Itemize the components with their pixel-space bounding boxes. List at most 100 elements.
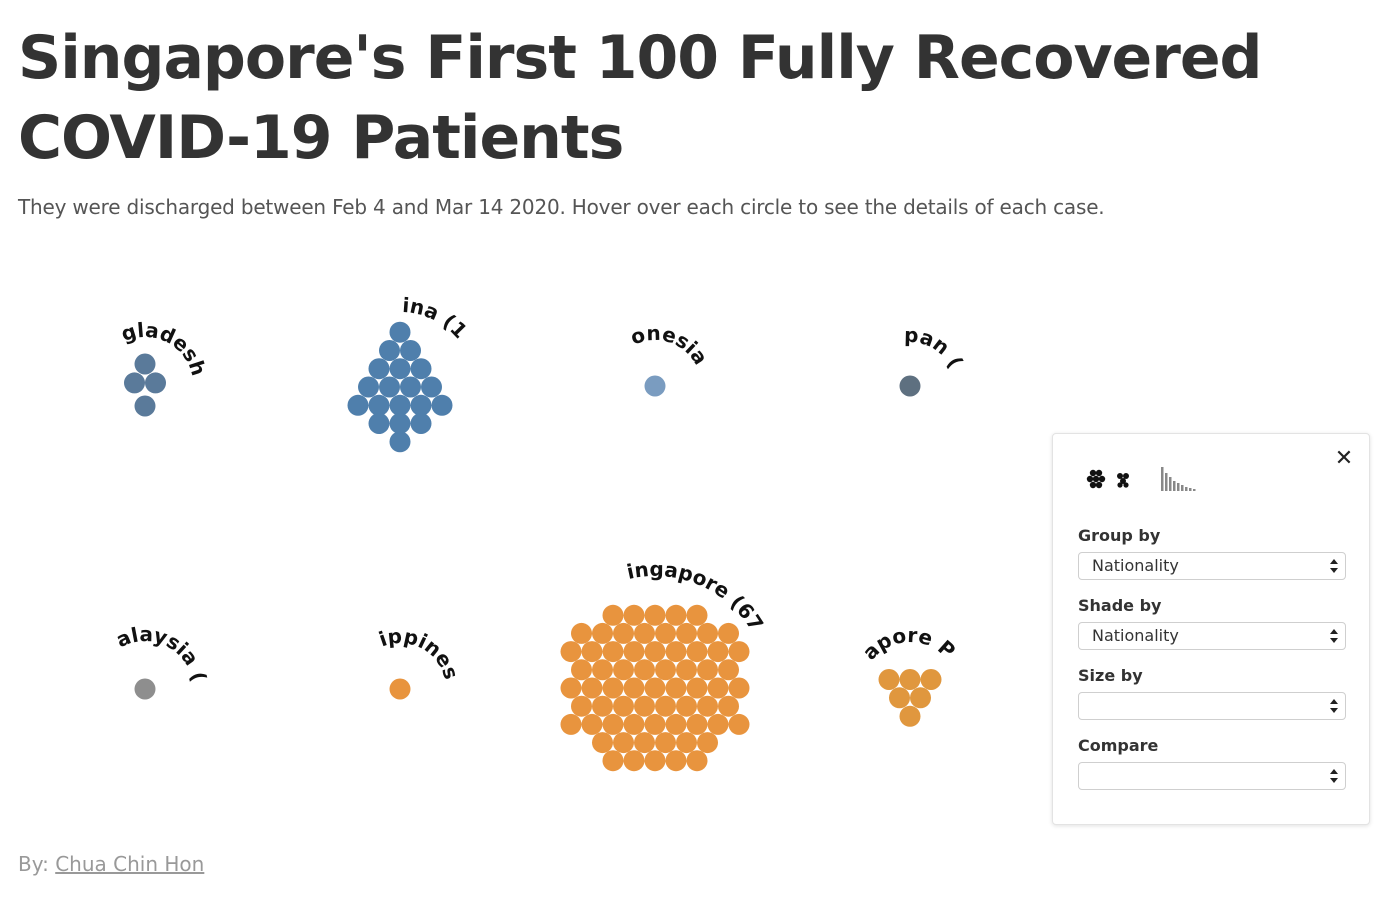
bubble-singapore-62[interactable] — [561, 641, 582, 662]
bubble-singapore-64[interactable] — [561, 714, 582, 735]
bubble-singapore-27[interactable] — [687, 714, 708, 735]
bubble-singapore-26[interactable] — [603, 714, 624, 735]
bubble-china-1[interactable] — [390, 322, 411, 343]
bubble-singapore-52[interactable] — [624, 605, 645, 626]
bubble-singapore-51[interactable] — [697, 732, 718, 753]
bubble-china-2[interactable] — [379, 340, 400, 361]
bubble-china-19[interactable] — [390, 413, 411, 434]
bubble-china-6[interactable] — [411, 358, 432, 379]
bubble-singapore-45[interactable] — [718, 659, 739, 680]
bubble-singapore-57[interactable] — [729, 678, 750, 699]
author-link[interactable]: Chua Chin Hon — [55, 852, 204, 876]
bubble-singapore-59[interactable] — [687, 605, 708, 626]
bubble-singapore-61[interactable] — [687, 750, 708, 771]
bubble-china-9[interactable] — [400, 377, 421, 398]
bubble-singapore-36[interactable] — [613, 732, 634, 753]
bubble-bangladesh-1[interactable] — [135, 354, 156, 375]
bubble-singapore-20[interactable] — [592, 659, 613, 680]
bubble-singapore-7[interactable] — [655, 696, 676, 717]
bubble-singapore-18[interactable] — [624, 714, 645, 735]
bubble-singapore-54[interactable] — [624, 750, 645, 771]
bubble-singapore-55[interactable] — [666, 750, 687, 771]
bubble-singapore-60[interactable] — [603, 750, 624, 771]
bubble-singapore-11[interactable] — [676, 696, 697, 717]
bubble-malaysia-1[interactable] — [135, 679, 156, 700]
bubble-singapore-9[interactable] — [676, 659, 697, 680]
bubble-china-16[interactable] — [369, 413, 390, 434]
bubble-singapore-4[interactable] — [634, 659, 655, 680]
bubble-china-14[interactable] — [411, 395, 432, 416]
bubble-singapore-pr-4[interactable] — [889, 687, 910, 708]
bubble-singapore-12[interactable] — [645, 641, 666, 662]
bubble-singapore-42[interactable] — [645, 605, 666, 626]
group-by-select[interactable]: Nationality — [1078, 552, 1346, 580]
bubble-china-10[interactable] — [421, 377, 442, 398]
bubble-singapore-5[interactable] — [655, 659, 676, 680]
histogram-view-icon[interactable] — [1159, 464, 1199, 494]
bubble-singapore-10[interactable] — [613, 696, 634, 717]
bubble-singapore-65[interactable] — [729, 714, 750, 735]
bubble-singapore-14[interactable] — [603, 678, 624, 699]
bubble-singapore-63[interactable] — [729, 641, 750, 662]
bubble-singapore-58[interactable] — [603, 605, 624, 626]
bubble-indonesia-1[interactable] — [645, 376, 666, 397]
bubble-singapore-40[interactable] — [582, 714, 603, 735]
bubble-singapore-43[interactable] — [645, 750, 666, 771]
bubble-singapore-44[interactable] — [571, 659, 592, 680]
bubble-singapore-25[interactable] — [687, 641, 708, 662]
bubble-singapore-39[interactable] — [708, 641, 729, 662]
bubble-singapore-37[interactable] — [676, 732, 697, 753]
close-icon[interactable]: ✕ — [1333, 448, 1355, 470]
bubble-china-11[interactable] — [348, 395, 369, 416]
bubble-singapore-29[interactable] — [655, 623, 676, 644]
bubble-singapore-24[interactable] — [603, 641, 624, 662]
bubble-singapore-pr-2[interactable] — [900, 669, 921, 690]
bubble-singapore-34[interactable] — [613, 623, 634, 644]
bubble-singapore-48[interactable] — [592, 623, 613, 644]
bubble-singapore-47[interactable] — [718, 696, 739, 717]
size-by-select[interactable] — [1078, 692, 1346, 720]
bubble-singapore-15[interactable] — [687, 678, 708, 699]
bubble-china-7[interactable] — [358, 377, 379, 398]
bubble-singapore-2[interactable] — [624, 678, 645, 699]
bubble-singapore-30[interactable] — [634, 732, 655, 753]
bubble-china-3[interactable] — [400, 340, 421, 361]
bubble-china-15[interactable] — [432, 395, 453, 416]
bubble-singapore-31[interactable] — [655, 732, 676, 753]
bubble-singapore-19[interactable] — [666, 714, 687, 735]
bubble-singapore-49[interactable] — [697, 623, 718, 644]
bubble-china-13[interactable] — [390, 395, 411, 416]
bubble-philippines-1[interactable] — [390, 679, 411, 700]
bubble-bangladesh-2[interactable] — [124, 372, 145, 393]
bubble-china-12[interactable] — [369, 395, 390, 416]
bubble-singapore-50[interactable] — [592, 732, 613, 753]
bubble-singapore-23[interactable] — [697, 696, 718, 717]
bubble-singapore-35[interactable] — [676, 623, 697, 644]
bubble-singapore-66[interactable] — [571, 623, 592, 644]
bubble-singapore-17[interactable] — [666, 641, 687, 662]
bubble-singapore-67[interactable] — [718, 623, 739, 644]
bubble-china-5[interactable] — [390, 358, 411, 379]
bubble-view-icon[interactable] — [1085, 464, 1135, 494]
bubble-singapore-8[interactable] — [613, 659, 634, 680]
bubble-singapore-13[interactable] — [645, 714, 666, 735]
bubble-singapore-pr-5[interactable] — [910, 687, 931, 708]
compare-select[interactable] — [1078, 762, 1346, 790]
bubble-china-8[interactable] — [379, 377, 400, 398]
bubble-singapore-33[interactable] — [708, 678, 729, 699]
bubble-singapore-32[interactable] — [582, 678, 603, 699]
bubble-singapore-21[interactable] — [697, 659, 718, 680]
bubble-singapore-53[interactable] — [666, 605, 687, 626]
bubble-china-17[interactable] — [411, 413, 432, 434]
bubble-japan-1[interactable] — [900, 376, 921, 397]
bubble-singapore-pr-6[interactable] — [900, 706, 921, 727]
bubble-singapore-1[interactable] — [645, 678, 666, 699]
bubble-china-18[interactable] — [390, 431, 411, 452]
bubble-singapore-22[interactable] — [592, 696, 613, 717]
bubble-singapore-16[interactable] — [624, 641, 645, 662]
bubble-singapore-38[interactable] — [582, 641, 603, 662]
bubble-singapore-56[interactable] — [561, 678, 582, 699]
bubble-singapore-41[interactable] — [708, 714, 729, 735]
bubble-singapore-46[interactable] — [571, 696, 592, 717]
bubble-china-4[interactable] — [369, 358, 390, 379]
